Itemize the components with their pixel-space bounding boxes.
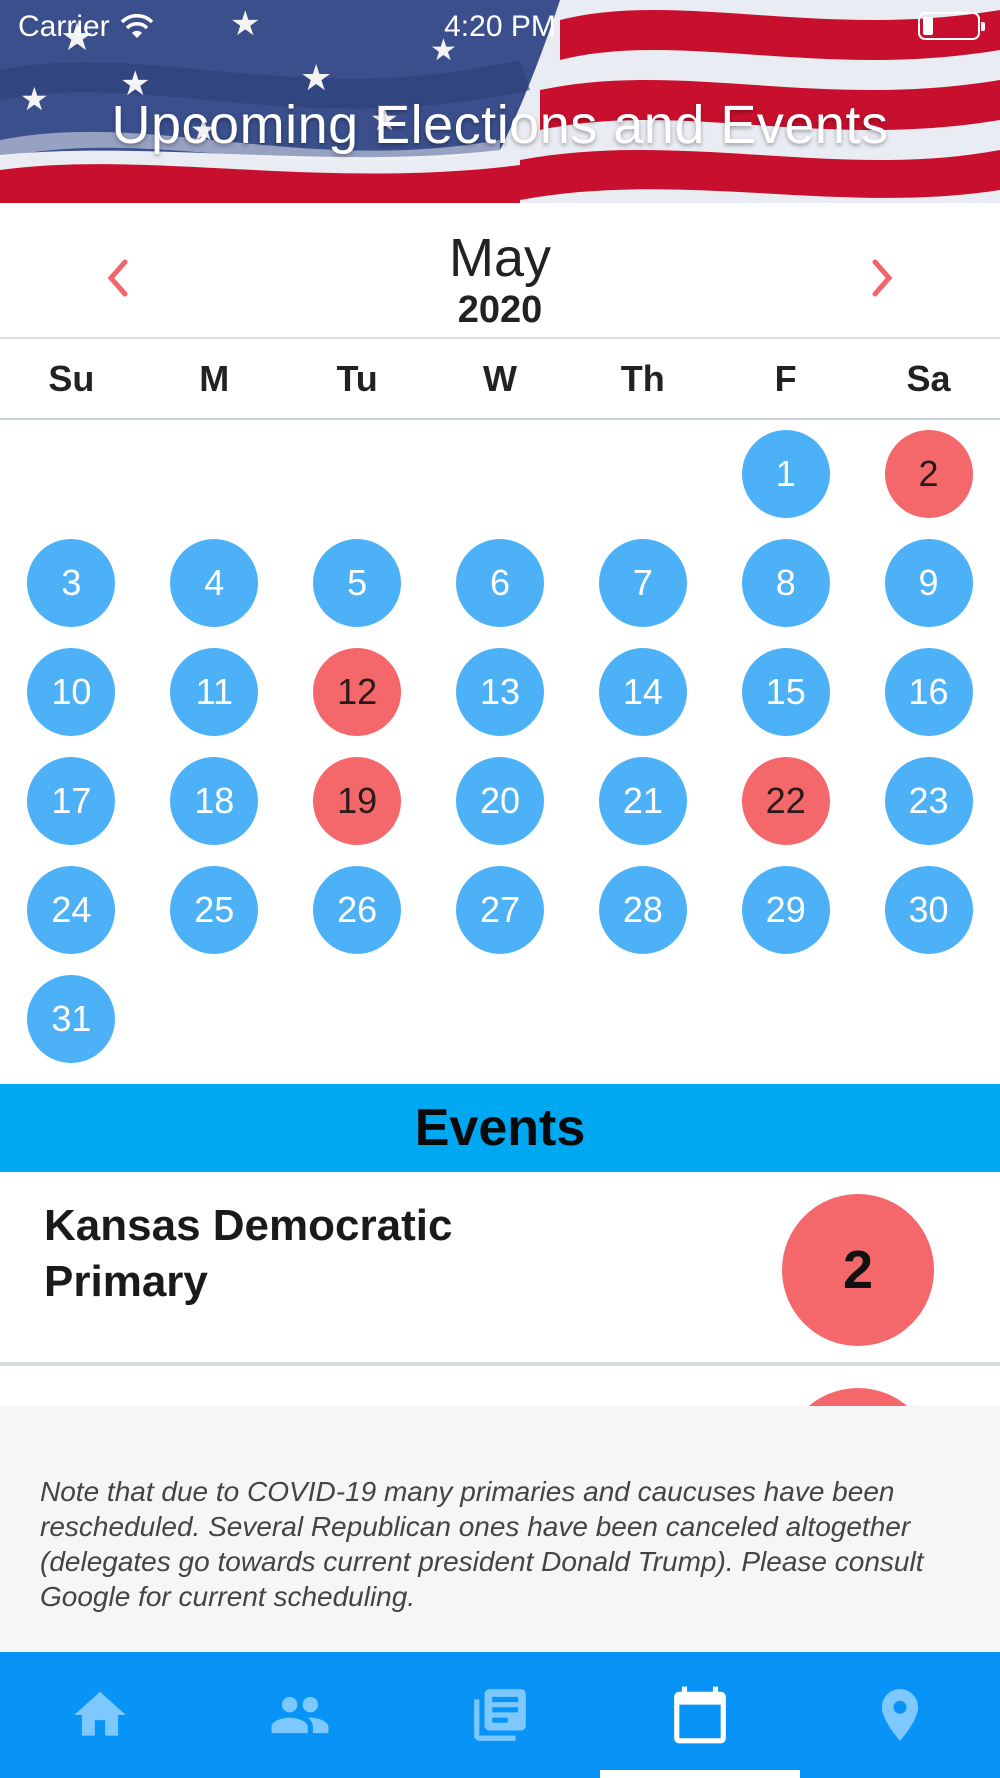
calendar-day[interactable]: 26 xyxy=(313,866,402,954)
wifi-icon xyxy=(120,14,153,38)
weekday-label: Sa xyxy=(906,358,951,399)
chevron-right-icon xyxy=(872,259,893,297)
calendar-day[interactable]: 1 xyxy=(741,430,830,518)
event-day-badge xyxy=(782,1388,934,1406)
home-icon xyxy=(74,1691,126,1736)
tab-people[interactable] xyxy=(200,1652,400,1778)
header-banner: ★ ★ ★ ★ ★ ★ ★ ★ Carrier 4:20 PM Upcoming… xyxy=(0,0,1000,203)
calendar-day[interactable]: 13 xyxy=(456,648,544,736)
weekday-label: Tu xyxy=(336,358,378,399)
weekday-label: Su xyxy=(48,358,95,399)
svg-text:★: ★ xyxy=(430,34,457,67)
calendar-day[interactable]: 8 xyxy=(741,539,830,627)
calendar-day[interactable]: 18 xyxy=(170,757,259,845)
calendar-day[interactable]: 29 xyxy=(741,866,830,954)
bottom-tab-bar xyxy=(0,1652,1000,1778)
weekday-header: Su M Tu W Th F Sa xyxy=(0,340,1000,420)
month-navigation: May 2020 xyxy=(0,203,1000,339)
calendar-day[interactable]: 31 xyxy=(27,975,116,1063)
event-day-badge: 2 xyxy=(782,1194,934,1346)
tab-calendar[interactable] xyxy=(600,1652,800,1778)
calendar-day[interactable]: 4 xyxy=(170,539,259,627)
weekday-label: F xyxy=(774,358,797,399)
svg-text:★: ★ xyxy=(300,57,332,98)
event-name: Kansas Democratic Primary xyxy=(44,1201,453,1306)
status-time: 4:20 PM xyxy=(444,10,556,43)
american-flag-background: ★ ★ ★ ★ ★ ★ ★ ★ xyxy=(0,0,1000,203)
svg-text:★: ★ xyxy=(60,17,94,59)
svg-text:★: ★ xyxy=(230,5,260,43)
calendar-day[interactable]: 24 xyxy=(27,866,116,954)
calendar-day[interactable]: 27 xyxy=(456,866,544,954)
battery-icon xyxy=(918,12,985,40)
carrier-label: Carrier xyxy=(18,10,110,43)
chevron-left-icon xyxy=(107,259,128,297)
carrier-indicator: Carrier xyxy=(18,10,154,44)
note-text: Note that due to COVID-19 many primaries… xyxy=(40,1476,924,1612)
calendar-day[interactable]: 10 xyxy=(27,648,116,736)
weekday-label: M xyxy=(199,358,230,399)
calendar-day-event[interactable]: 22 xyxy=(741,757,830,845)
year-label: 2020 xyxy=(457,289,543,331)
calendar-day[interactable]: 11 xyxy=(170,648,259,736)
calendar-day-event[interactable]: 2 xyxy=(884,430,973,518)
people-icon xyxy=(271,1696,329,1734)
svg-text:★: ★ xyxy=(190,114,217,147)
calendar-day[interactable]: 15 xyxy=(741,648,830,736)
tab-locations[interactable] xyxy=(800,1652,1000,1778)
tab-news[interactable] xyxy=(400,1652,600,1778)
svg-text:★: ★ xyxy=(370,101,399,137)
status-bar: Carrier 4:20 PM xyxy=(0,0,1000,56)
selected-tab-indicator xyxy=(600,1770,800,1778)
calendar-day[interactable]: 21 xyxy=(598,757,687,845)
event-list-item-partial[interactable] xyxy=(0,1370,1000,1406)
calendar-day[interactable]: 28 xyxy=(598,866,687,954)
calendar-day[interactable]: 6 xyxy=(456,539,544,627)
calendar-day-event[interactable]: 19 xyxy=(313,757,402,845)
calendar-day[interactable]: 30 xyxy=(884,866,973,954)
covid-note: Note that due to COVID-19 many primaries… xyxy=(0,1406,1000,1652)
page-title: Upcoming Elections and Events xyxy=(111,95,889,155)
tab-home[interactable] xyxy=(0,1652,200,1778)
location-pin-icon xyxy=(881,1689,919,1741)
next-month-button[interactable] xyxy=(852,243,912,313)
weekday-label: W xyxy=(482,358,517,399)
events-header: Events xyxy=(0,1084,1000,1172)
weekday-label: Th xyxy=(620,358,665,399)
calendar-day[interactable]: 20 xyxy=(456,757,544,845)
svg-text:★: ★ xyxy=(120,65,150,103)
calendar-icon xyxy=(674,1686,726,1744)
calendar-grid: 1 2 3 4 5 6 7 8 9 10 11 12 13 14 15 16 17 18 19 20 21 22 23 24 2… xyxy=(0,422,1000,1082)
calendar-day[interactable]: 14 xyxy=(598,648,687,736)
event-list-item[interactable]: Kansas Democratic Primary 2 xyxy=(0,1172,1000,1366)
calendar-day[interactable]: 17 xyxy=(27,757,116,845)
calendar-day[interactable]: 3 xyxy=(27,539,116,627)
calendar-day-event[interactable]: 12 xyxy=(313,648,402,736)
news-icon xyxy=(474,1689,526,1741)
svg-text:★: ★ xyxy=(20,81,49,117)
calendar-day[interactable]: 16 xyxy=(884,648,973,736)
calendar-day[interactable]: 7 xyxy=(598,539,687,627)
calendar-day[interactable]: 23 xyxy=(884,757,973,845)
previous-month-button[interactable] xyxy=(88,243,148,313)
calendar-day[interactable]: 25 xyxy=(170,866,259,954)
calendar-day[interactable]: 5 xyxy=(313,539,402,627)
calendar-day[interactable]: 9 xyxy=(884,539,973,627)
month-label: May xyxy=(448,228,551,288)
